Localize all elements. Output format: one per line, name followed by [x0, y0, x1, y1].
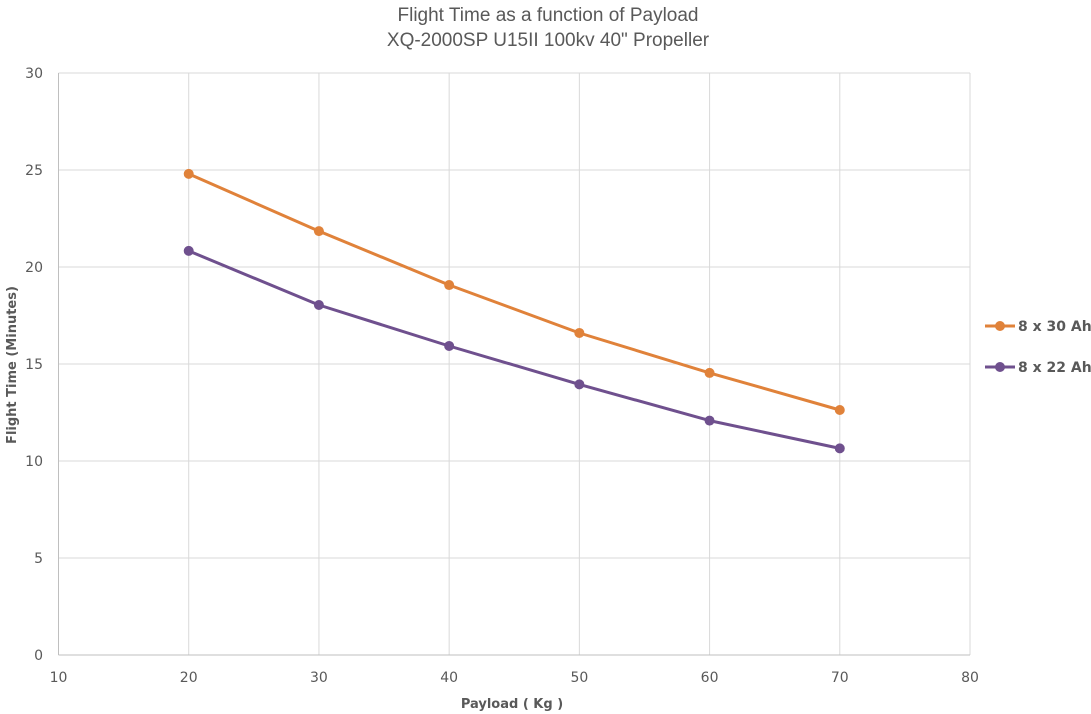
- legend-label-8x22: 8 x 22 Ah: [1018, 360, 1091, 376]
- data-point[interactable]: [704, 415, 715, 426]
- chart-subtitle: XQ-2000SP U15II 100kv 40" Propeller: [387, 30, 710, 51]
- y-tick-label: 20: [25, 260, 43, 276]
- y-tick-label: 5: [34, 551, 43, 567]
- x-axis-label: Payload ( Kg ): [461, 697, 563, 712]
- legend-label-8x30: 8 x 30 Ah: [1018, 319, 1091, 335]
- data-point[interactable]: [444, 280, 455, 291]
- y-tick-label: 30: [25, 66, 43, 82]
- legend: 8 x 30 Ah 8 x 22 Ah: [985, 319, 1091, 376]
- legend-item-8x30[interactable]: 8 x 30 Ah: [985, 319, 1091, 335]
- y-tick-label: 15: [25, 357, 43, 373]
- data-point[interactable]: [834, 404, 845, 415]
- data-point[interactable]: [574, 327, 585, 338]
- data-point[interactable]: [444, 340, 455, 351]
- series-line-0: [188, 172, 841, 412]
- legend-item-8x22[interactable]: 8 x 22 Ah: [985, 360, 1091, 376]
- chart-title: Flight Time as a function of Payload: [398, 5, 699, 26]
- tick-labels: 0 5 10 15 20 25 30 10 20 30 40 50 60 70 80: [25, 66, 979, 686]
- grid: [58, 72, 971, 655]
- series: [183, 168, 845, 454]
- x-tick-label: 20: [180, 670, 198, 686]
- x-tick-label: 50: [570, 670, 588, 686]
- series-line-1: [188, 249, 841, 450]
- x-tick-label: 80: [961, 670, 979, 686]
- data-point[interactable]: [183, 168, 194, 179]
- data-point[interactable]: [574, 379, 585, 390]
- legend-marker-8x22: [995, 362, 1005, 372]
- data-point[interactable]: [183, 245, 194, 256]
- x-tick-label: 10: [50, 670, 68, 686]
- x-tick-label: 30: [310, 670, 328, 686]
- x-tick-label: 60: [701, 670, 719, 686]
- legend-marker-8x30: [995, 321, 1005, 331]
- y-axis-label: Flight Time (Minutes): [5, 286, 20, 444]
- y-tick-label: 10: [25, 454, 43, 470]
- y-tick-label: 0: [34, 648, 43, 664]
- axes: [58, 73, 970, 656]
- data-point[interactable]: [834, 443, 845, 454]
- data-point[interactable]: [313, 226, 324, 237]
- x-tick-label: 70: [831, 670, 849, 686]
- data-point[interactable]: [704, 367, 715, 378]
- y-tick-label: 25: [25, 163, 43, 179]
- x-tick-label: 40: [440, 670, 458, 686]
- data-point[interactable]: [313, 300, 324, 311]
